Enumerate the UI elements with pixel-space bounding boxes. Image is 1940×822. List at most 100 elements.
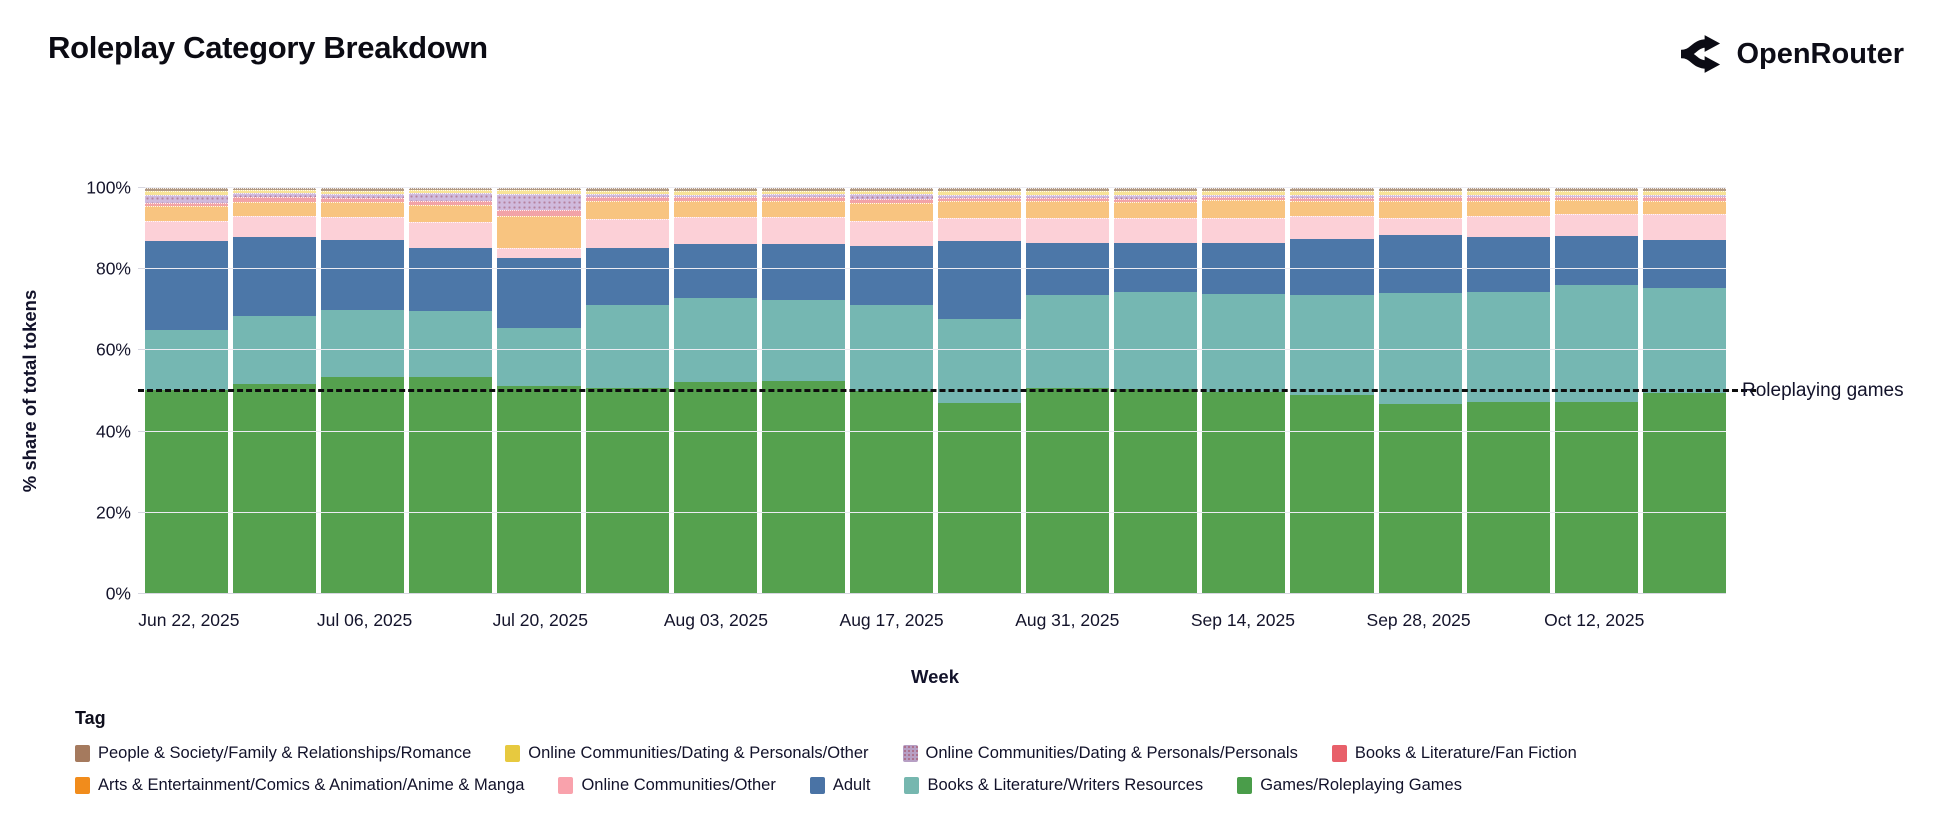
legend-item[interactable]: Online Communities/Dating & Personals/Ot… xyxy=(505,744,869,763)
legend-item[interactable]: People & Society/Family & Relationships/… xyxy=(75,744,471,763)
bar-segment[interactable] xyxy=(937,190,1022,195)
bar-segment[interactable] xyxy=(1290,194,1374,198)
bar-segment[interactable] xyxy=(233,188,317,191)
bar-segment[interactable] xyxy=(497,188,581,191)
bar-oct-19-2025[interactable] xyxy=(1642,188,1726,594)
bar-segment[interactable] xyxy=(1642,188,1726,191)
bar-segment[interactable] xyxy=(1026,188,1110,191)
bar-segment[interactable] xyxy=(849,190,933,195)
bar-segment[interactable] xyxy=(145,188,229,191)
bar-segment[interactable] xyxy=(1114,190,1198,196)
bar-segment[interactable] xyxy=(673,298,757,383)
bar-segment[interactable] xyxy=(1466,236,1550,292)
bar-segment[interactable] xyxy=(1466,194,1550,198)
bar-segment[interactable] xyxy=(761,194,845,197)
bar-segment[interactable] xyxy=(761,197,845,201)
bar-segment[interactable] xyxy=(145,389,229,594)
bar-segment[interactable] xyxy=(761,217,845,244)
bar-segment[interactable] xyxy=(233,383,317,594)
bar-segment[interactable] xyxy=(1466,197,1550,202)
bar-jul-06-2025[interactable] xyxy=(321,188,405,594)
bar-segment[interactable] xyxy=(145,195,229,204)
bar-segment[interactable] xyxy=(1114,188,1198,191)
bar-segment[interactable] xyxy=(849,391,933,594)
bar-jul-13-2025[interactable] xyxy=(409,188,493,594)
bar-segment[interactable] xyxy=(937,188,1022,191)
bar-segment[interactable] xyxy=(1554,284,1638,402)
bar-segment[interactable] xyxy=(321,201,405,217)
bar-segment[interactable] xyxy=(673,216,757,244)
bar-segment[interactable] xyxy=(1554,214,1638,236)
bar-jun-22-2025[interactable] xyxy=(145,188,229,594)
bar-segment[interactable] xyxy=(497,209,581,217)
legend-item[interactable]: Online Communities/Dating & Personals/Pe… xyxy=(902,744,1298,763)
bar-segment[interactable] xyxy=(409,201,493,206)
bar-segment[interactable] xyxy=(497,258,581,329)
bar-segment[interactable] xyxy=(497,328,581,386)
bar-jun-29-2025[interactable] xyxy=(233,188,317,594)
bar-segment[interactable] xyxy=(937,241,1022,319)
bar-segment[interactable] xyxy=(1290,216,1374,240)
bar-segment[interactable] xyxy=(849,220,933,247)
bar-segment[interactable] xyxy=(1026,201,1110,219)
bar-segment[interactable] xyxy=(761,243,845,300)
legend-item[interactable]: Adult xyxy=(809,776,870,795)
bar-segment[interactable] xyxy=(1466,291,1550,403)
bar-segment[interactable] xyxy=(1554,190,1638,195)
bar-segment[interactable] xyxy=(1378,234,1462,294)
bar-segment[interactable] xyxy=(409,247,493,311)
bar-segment[interactable] xyxy=(1642,200,1726,215)
bar-segment[interactable] xyxy=(497,194,581,210)
legend-item[interactable]: Arts & Entertainment/Comics & Animation/… xyxy=(75,776,524,795)
bar-segment[interactable] xyxy=(1026,218,1110,243)
bar-segment[interactable] xyxy=(233,236,317,316)
bar-segment[interactable] xyxy=(1642,239,1726,289)
bar-segment[interactable] xyxy=(1290,197,1374,202)
bar-segment[interactable] xyxy=(321,193,405,199)
bar-segment[interactable] xyxy=(1378,194,1462,198)
bar-segment[interactable] xyxy=(673,201,757,217)
bar-segment[interactable] xyxy=(145,190,229,196)
bar-segment[interactable] xyxy=(321,190,405,194)
bar-segment[interactable] xyxy=(1642,288,1726,394)
bar-segment[interactable] xyxy=(409,192,493,202)
bar-segment[interactable] xyxy=(1114,291,1198,389)
bar-segment[interactable] xyxy=(233,216,317,237)
bar-segment[interactable] xyxy=(849,246,933,306)
bar-segment[interactable] xyxy=(1642,393,1726,594)
bar-segment[interactable] xyxy=(761,299,845,382)
bar-segment[interactable] xyxy=(585,196,669,202)
bar-segment[interactable] xyxy=(1114,388,1198,594)
bar-segment[interactable] xyxy=(585,218,669,249)
bar-segment[interactable] xyxy=(849,194,933,200)
bar-segment[interactable] xyxy=(497,247,581,259)
bar-jul-27-2025[interactable] xyxy=(585,188,669,594)
bar-segment[interactable] xyxy=(585,201,669,219)
bar-segment[interactable] xyxy=(1378,217,1462,235)
bar-segment[interactable] xyxy=(761,200,845,218)
bar-segment[interactable] xyxy=(937,201,1022,218)
bar-segment[interactable] xyxy=(673,188,757,191)
bar-segment[interactable] xyxy=(497,216,581,248)
bar-segment[interactable] xyxy=(145,240,229,331)
bar-segment[interactable] xyxy=(1290,239,1374,295)
bar-aug-03-2025[interactable] xyxy=(673,188,757,594)
bar-segment[interactable] xyxy=(233,197,317,202)
bar-segment[interactable] xyxy=(849,199,933,204)
bar-segment[interactable] xyxy=(673,194,757,198)
bar-segment[interactable] xyxy=(321,216,405,240)
bar-segment[interactable] xyxy=(1202,391,1286,594)
bar-segment[interactable] xyxy=(1290,188,1374,191)
bar-sep-14-2025[interactable] xyxy=(1202,188,1286,594)
bar-segment[interactable] xyxy=(1554,235,1638,285)
bar-segment[interactable] xyxy=(321,376,405,594)
bar-segment[interactable] xyxy=(1378,190,1462,195)
bar-segment[interactable] xyxy=(1554,188,1638,191)
bar-segment[interactable] xyxy=(585,188,669,191)
bar-segment[interactable] xyxy=(1026,387,1110,594)
bar-segment[interactable] xyxy=(1378,293,1462,404)
bar-segment[interactable] xyxy=(145,220,229,241)
bar-segment[interactable] xyxy=(937,194,1022,198)
bar-segment[interactable] xyxy=(937,197,1022,202)
bar-segment[interactable] xyxy=(1114,195,1198,199)
